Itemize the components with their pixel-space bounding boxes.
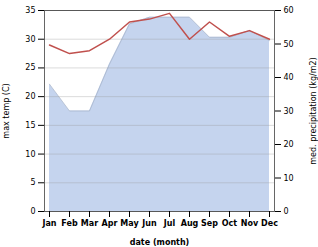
svg-text:Aug: Aug	[181, 219, 199, 228]
svg-text:Feb: Feb	[61, 219, 78, 228]
svg-text:30: 30	[25, 35, 35, 44]
svg-text:Dec: Dec	[261, 219, 278, 228]
svg-text:max temp (C): max temp (C)	[2, 83, 11, 138]
svg-text:20: 20	[284, 140, 294, 149]
svg-text:35: 35	[25, 6, 35, 15]
svg-text:5: 5	[30, 178, 35, 187]
svg-text:30: 30	[284, 107, 294, 116]
svg-text:25: 25	[25, 63, 35, 72]
svg-text:60: 60	[284, 6, 294, 15]
svg-text:10: 10	[25, 150, 35, 159]
svg-text:Jun: Jun	[141, 219, 157, 228]
svg-text:date (month): date (month)	[130, 238, 190, 247]
svg-text:Mar: Mar	[81, 219, 98, 228]
svg-text:0: 0	[284, 207, 289, 216]
svg-text:0: 0	[30, 207, 35, 216]
svg-text:Nov: Nov	[241, 219, 259, 228]
svg-text:40: 40	[284, 73, 294, 82]
svg-text:50: 50	[284, 40, 294, 49]
svg-text:Apr: Apr	[102, 219, 118, 228]
svg-text:10: 10	[284, 174, 294, 183]
svg-text:15: 15	[25, 121, 35, 130]
svg-text:20: 20	[25, 92, 35, 101]
svg-text:med. precipitation (kg/m2): med. precipitation (kg/m2)	[309, 57, 318, 164]
svg-text:Jan: Jan	[41, 219, 56, 228]
svg-text:Sep: Sep	[201, 219, 218, 228]
svg-text:Oct: Oct	[222, 219, 238, 228]
svg-text:May: May	[120, 219, 139, 228]
svg-text:Jul: Jul	[163, 219, 176, 228]
